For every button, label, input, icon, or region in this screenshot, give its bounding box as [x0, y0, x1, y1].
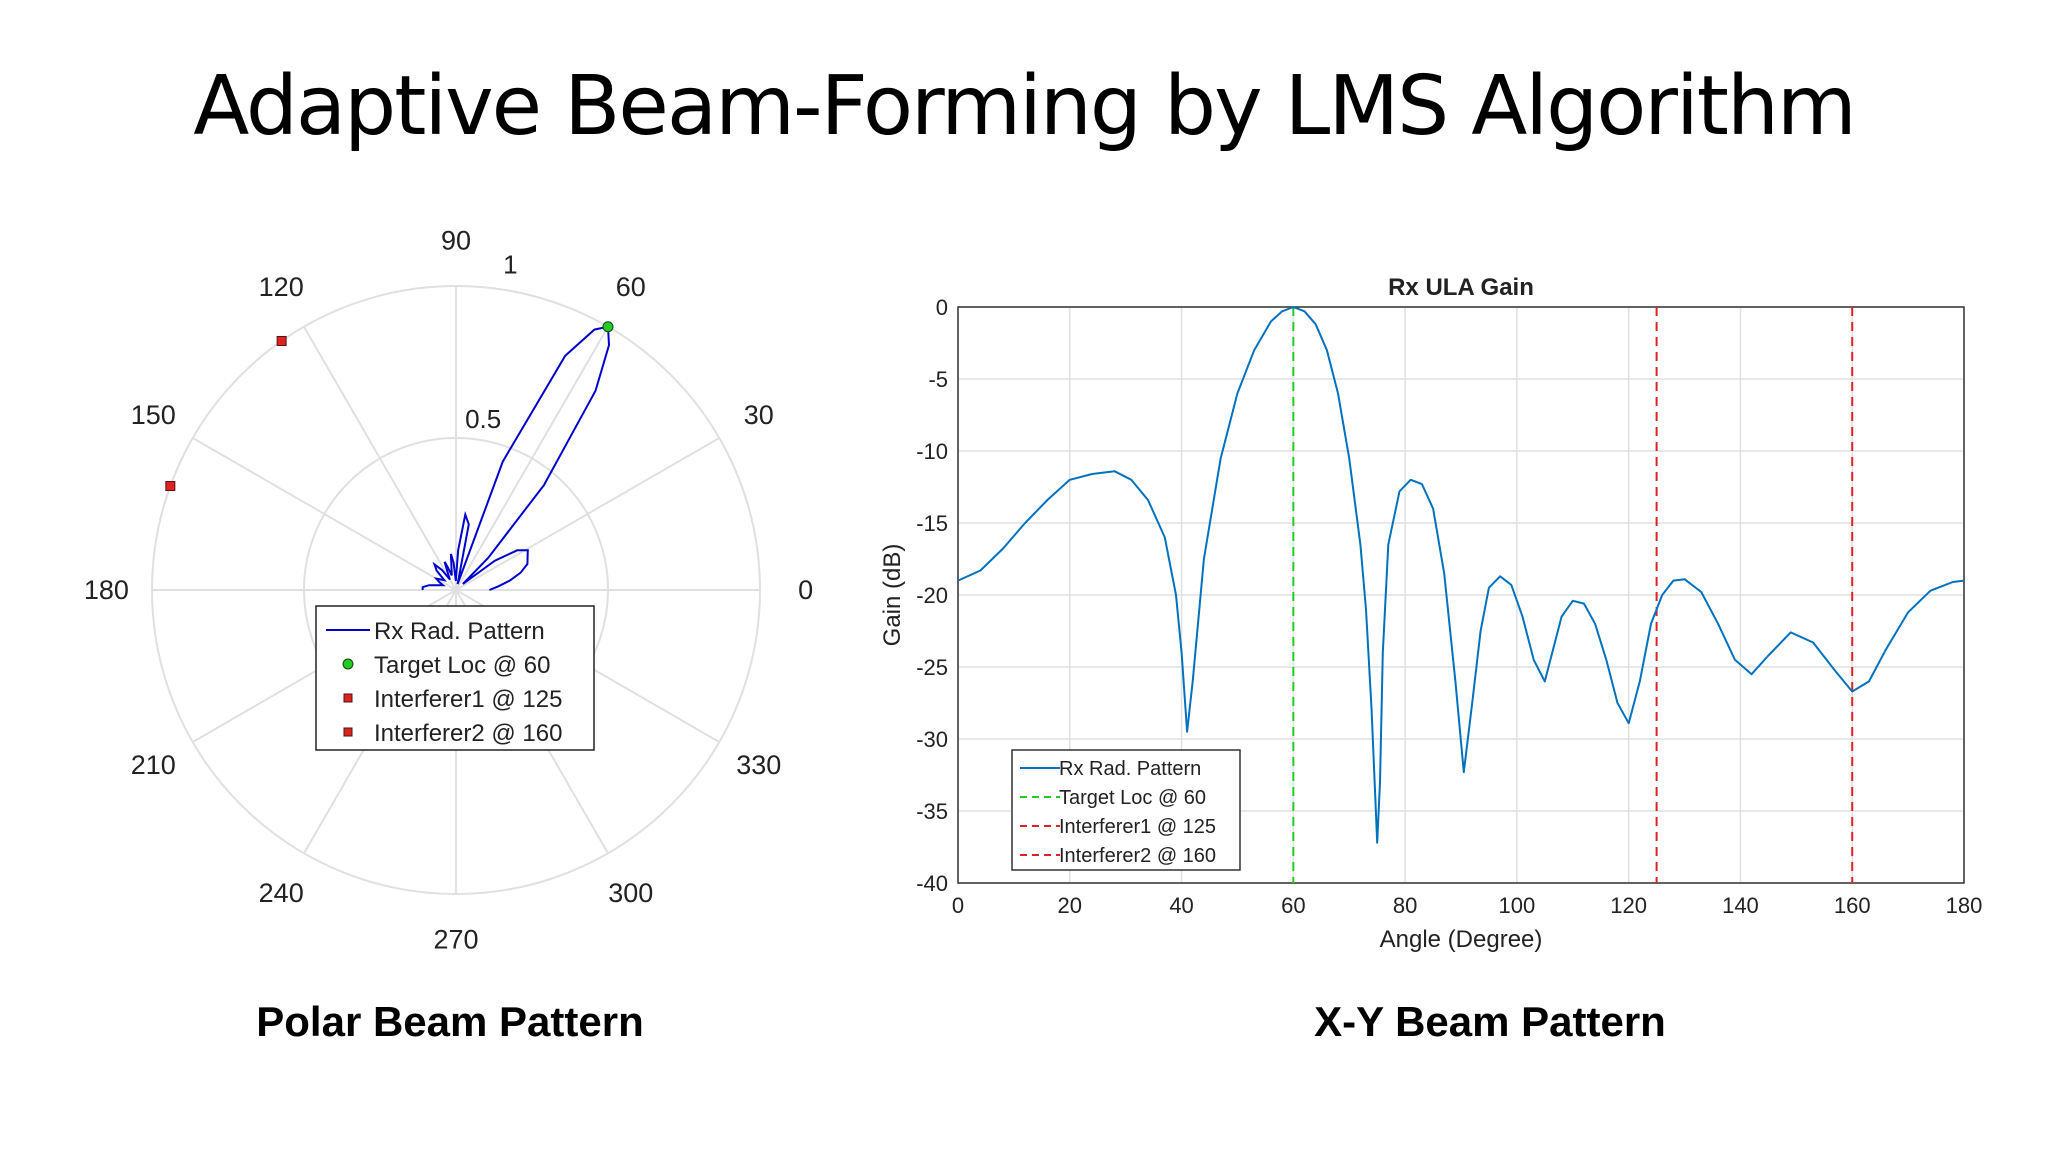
- polar-angle-label: 330: [736, 750, 781, 780]
- polar-angle-label: 150: [131, 400, 176, 430]
- x-tick-label: 140: [1722, 893, 1759, 918]
- y-tick-label: -30: [916, 727, 948, 752]
- y-axis-label: Gain (dB): [879, 544, 906, 647]
- polar-angle-label: 270: [433, 925, 478, 955]
- polar-angle-label: 0: [798, 575, 813, 605]
- xy-legend-label: Interferer2 @ 160: [1059, 845, 1216, 867]
- polar-pattern-line: [421, 325, 611, 591]
- x-tick-label: 100: [1499, 893, 1536, 918]
- polar-angle-label: 210: [131, 750, 176, 780]
- slide-title: Adaptive Beam-Forming by LMS Algorithm: [193, 59, 1857, 154]
- polar-legend-label: Interferer2 @ 160: [374, 720, 562, 747]
- y-tick-label: 0: [936, 295, 948, 320]
- xy-axes-box: [957, 306, 1965, 884]
- y-tick-label: -20: [916, 583, 948, 608]
- x-axis-label: Angle (Degree): [1380, 926, 1543, 953]
- xy-legend-label: Target Loc @ 60: [1059, 787, 1206, 809]
- polar-legend-label: Interferer1 @ 125: [374, 686, 562, 713]
- xy-caption: X-Y Beam Pattern: [1314, 998, 1666, 1045]
- y-tick-label: -40: [916, 871, 948, 896]
- polar-spoke: [192, 437, 457, 591]
- polar-legend-swatch: [343, 727, 353, 737]
- y-tick-label: -5: [928, 367, 948, 392]
- xy-pattern-line: [957, 306, 1965, 844]
- interferer-marker: [165, 481, 176, 492]
- y-tick-label: -35: [916, 799, 948, 824]
- x-tick-label: 160: [1834, 893, 1871, 918]
- polar-radial-label: 1: [503, 250, 517, 280]
- polar-legend-label: Rx Rad. Pattern: [374, 618, 545, 645]
- polar-radial-label: 0.5: [465, 404, 501, 434]
- y-tick-label: -15: [916, 511, 948, 536]
- xy-legend-box: [1011, 749, 1241, 871]
- polar-spoke: [455, 437, 720, 591]
- polar-spoke: [455, 326, 609, 591]
- y-tick-label: -10: [916, 439, 948, 464]
- polar-angle-label: 300: [608, 878, 653, 908]
- polar-angle-label: 240: [259, 878, 304, 908]
- xy-chart-title: Rx ULA Gain: [1388, 274, 1534, 301]
- x-tick-label: 40: [1169, 893, 1193, 918]
- polar-angle-label: 90: [441, 225, 471, 255]
- polar-caption: Polar Beam Pattern: [256, 998, 644, 1045]
- xy-legend-label: Interferer1 @ 125: [1059, 816, 1216, 838]
- x-tick-label: 180: [1946, 893, 1983, 918]
- polar-legend-label: Target Loc @ 60: [374, 652, 550, 679]
- x-tick-label: 80: [1393, 893, 1417, 918]
- polar-angle-label: 30: [744, 400, 774, 430]
- x-tick-label: 60: [1281, 893, 1305, 918]
- polar-legend-swatch: [342, 658, 354, 670]
- y-tick-label: -25: [916, 655, 948, 680]
- polar-legend-swatch: [343, 693, 353, 703]
- x-tick-label: 120: [1610, 893, 1647, 918]
- polar-angle-label: 120: [259, 272, 304, 302]
- polar-spoke: [303, 326, 457, 591]
- x-tick-label: 20: [1058, 893, 1082, 918]
- x-tick-label: 0: [952, 893, 964, 918]
- interferer-marker: [276, 335, 287, 346]
- xy-legend-label: Rx Rad. Pattern: [1059, 758, 1201, 780]
- polar-angle-label: 180: [84, 575, 129, 605]
- target-marker: [602, 321, 614, 333]
- polar-angle-label: 60: [616, 272, 646, 302]
